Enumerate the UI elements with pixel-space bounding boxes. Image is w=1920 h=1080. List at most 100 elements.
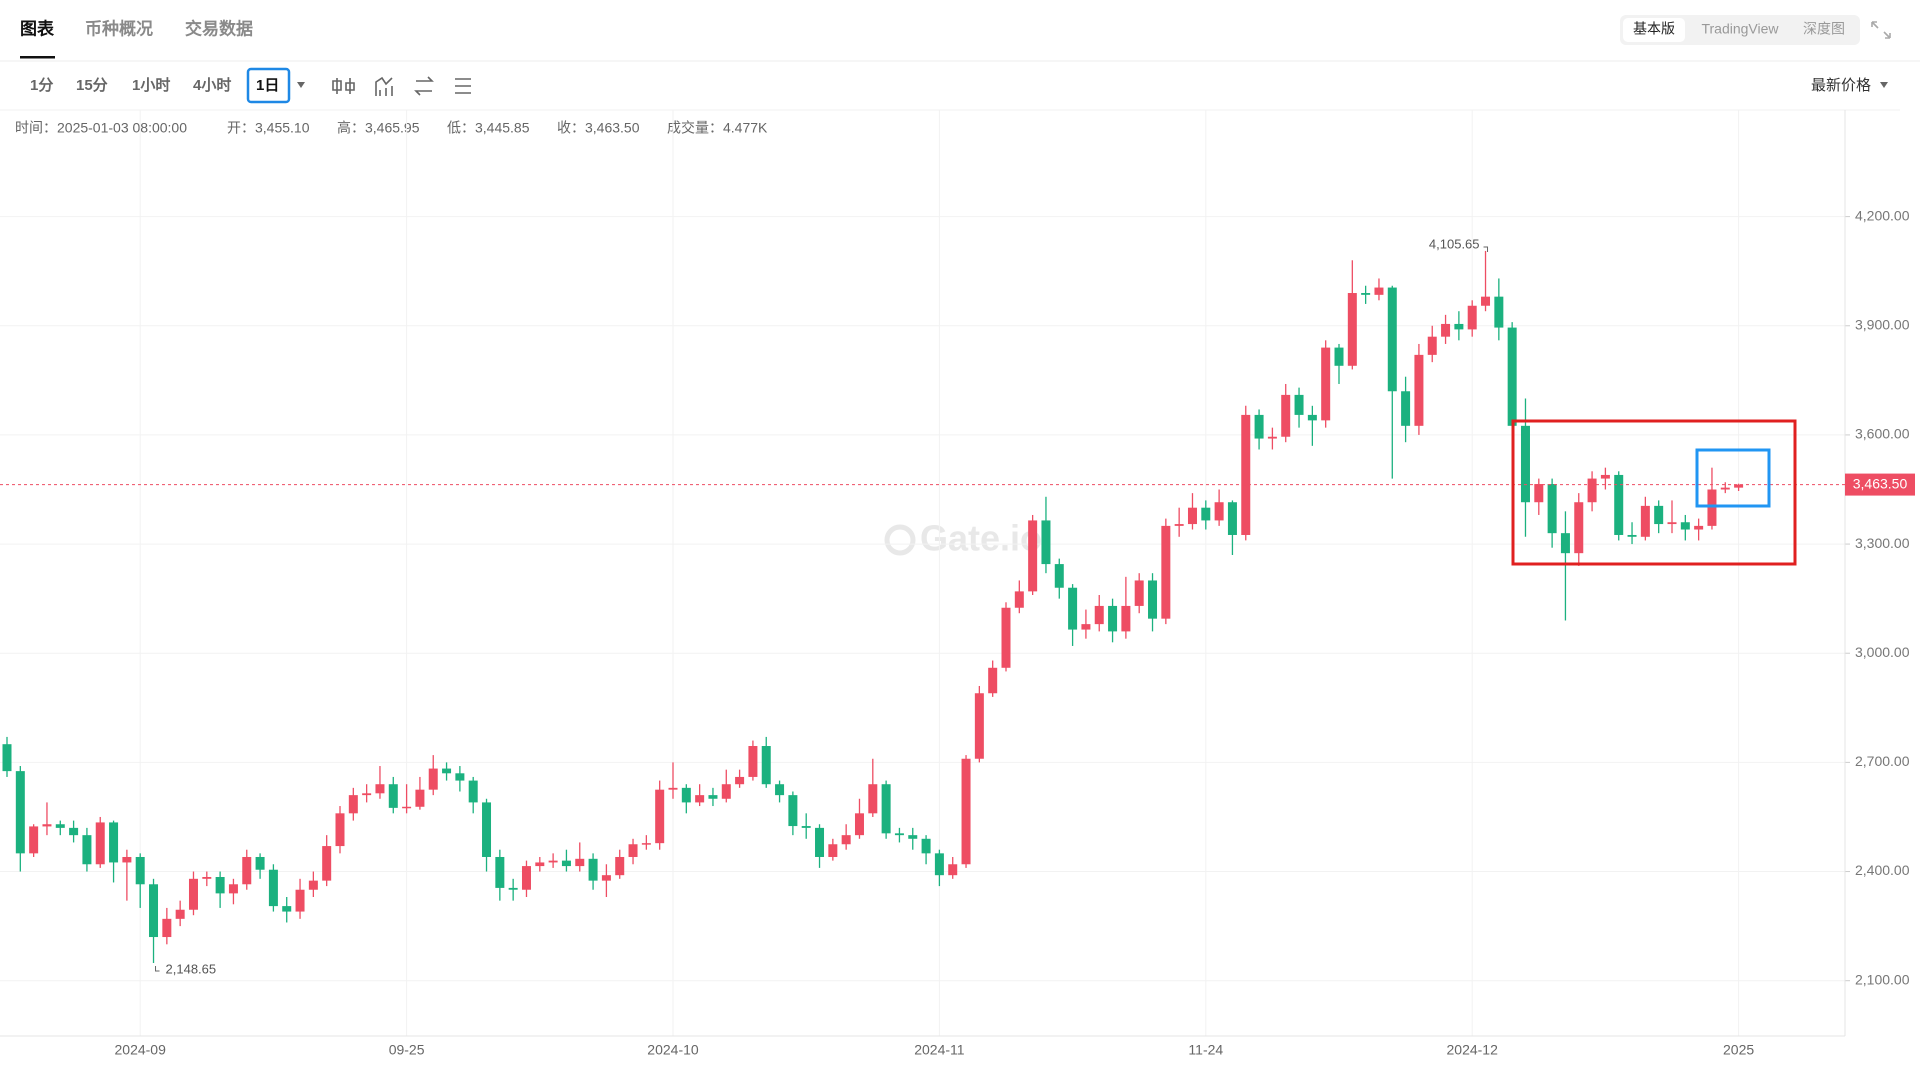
candle-icon[interactable] [332, 78, 355, 94]
min-marker [155, 965, 160, 972]
candle-body [788, 795, 798, 827]
candle-body [1187, 507, 1197, 525]
candle-body [668, 787, 678, 790]
candle-body [215, 876, 225, 894]
candle-body [1680, 522, 1690, 530]
candle-body [1121, 605, 1131, 632]
y-tick-label: 3,900.00 [1855, 316, 1910, 332]
candle-body [322, 846, 332, 881]
mode[interactable]: 基本版 [1633, 21, 1675, 37]
interval[interactable]: 1小时 [132, 77, 170, 94]
candle-body [149, 884, 159, 938]
candle-body [1427, 336, 1437, 355]
y-tick-label: 3,300.00 [1855, 535, 1910, 551]
candle-body [815, 827, 825, 857]
candle-body [442, 768, 452, 774]
candle-body [1254, 414, 1264, 439]
candle-body [1401, 391, 1411, 426]
candle-body [282, 906, 292, 912]
x-tick-label: 2024-12 [1447, 1042, 1499, 1058]
candle-body [468, 780, 478, 803]
candle-body [202, 876, 212, 879]
expand-icon[interactable] [1871, 21, 1891, 39]
candle-body [1387, 287, 1397, 392]
last-price-box [1845, 473, 1915, 496]
info: 低：3,445.85 [447, 120, 530, 136]
candle-body [495, 856, 505, 888]
candle-body [1148, 580, 1158, 619]
watermark-logo [884, 524, 916, 556]
mode-selected [1623, 18, 1685, 42]
candle-body [362, 793, 372, 796]
info: 开：3,455.10 [227, 120, 310, 136]
candle-body [122, 856, 132, 863]
candle-body [255, 856, 265, 870]
candle-body [921, 838, 931, 854]
highlight-box [1695, 448, 1771, 508]
x-tick-label: 11-24 [1188, 1042, 1223, 1058]
candle-body [695, 795, 705, 803]
interval[interactable]: 4小时 [193, 77, 231, 94]
mode[interactable]: 深度图 [1803, 21, 1845, 37]
candle-body [748, 746, 758, 777]
candle-body [1507, 327, 1517, 426]
y-tick-label: 2,700.00 [1855, 753, 1910, 769]
mode[interactable]: TradingView [1701, 21, 1779, 37]
candle-body [2, 744, 12, 772]
candle-body [1481, 296, 1491, 306]
candle-body [1081, 624, 1091, 630]
candle-body [961, 758, 971, 865]
candle-body [1041, 520, 1051, 565]
candle-body [1547, 484, 1557, 534]
candle-body [521, 866, 531, 890]
candle-body [1667, 522, 1677, 525]
candle-body [1600, 474, 1610, 479]
min-label: 2,148.65 [166, 961, 217, 976]
price-mode[interactable]: 最新价格 [1811, 77, 1871, 94]
menu-icon[interactable] [455, 78, 471, 94]
candle-body [894, 833, 904, 836]
candle-body [535, 862, 545, 867]
candle-body [109, 822, 119, 863]
y-tick-label: 4,200.00 [1855, 207, 1910, 223]
candle-body [615, 856, 625, 876]
candle-body [335, 813, 345, 847]
tab[interactable]: 图表 [20, 18, 55, 38]
candle-body [428, 768, 438, 790]
interval[interactable]: 15分 [76, 77, 108, 94]
interval[interactable]: 1日 [256, 77, 279, 94]
candle-body [482, 802, 492, 857]
highlight-box [1511, 419, 1797, 566]
x-tick-label: 09-25 [389, 1042, 425, 1058]
candle-body [415, 789, 425, 807]
y-tick-label: 3,000.00 [1855, 644, 1910, 660]
candle-body [1361, 293, 1371, 295]
candle-body [561, 860, 571, 867]
dropdown-arrow[interactable] [297, 82, 305, 88]
candle-body [934, 853, 944, 876]
tab[interactable]: 交易数据 [185, 18, 253, 38]
candle-body [82, 835, 92, 865]
info: 时间：2025-01-03 08:00:00 [15, 120, 187, 136]
watermark: Gate.io [920, 518, 1042, 559]
swap-icon[interactable] [414, 76, 434, 96]
candle-body [1520, 425, 1530, 503]
candle-body [135, 856, 145, 885]
y-tick-label: 3,600.00 [1855, 426, 1910, 442]
candle-body [1174, 524, 1184, 526]
interval[interactable]: 1分 [30, 77, 53, 94]
candle-body [1307, 414, 1317, 421]
candle-body [402, 806, 412, 809]
x-tick-label: 2025 [1723, 1042, 1754, 1058]
x-tick-label: 2024-11 [914, 1042, 965, 1058]
max-marker [1483, 246, 1489, 252]
candle-body [1560, 533, 1570, 554]
candle-body [348, 795, 358, 814]
last-price-label: 3,463.50 [1853, 475, 1908, 491]
candle-body [721, 784, 731, 799]
dropdown-arrow[interactable] [1880, 82, 1888, 88]
tab[interactable]: 币种概况 [85, 18, 153, 38]
candle-body [1267, 436, 1277, 439]
indicator-icon[interactable] [375, 76, 393, 96]
